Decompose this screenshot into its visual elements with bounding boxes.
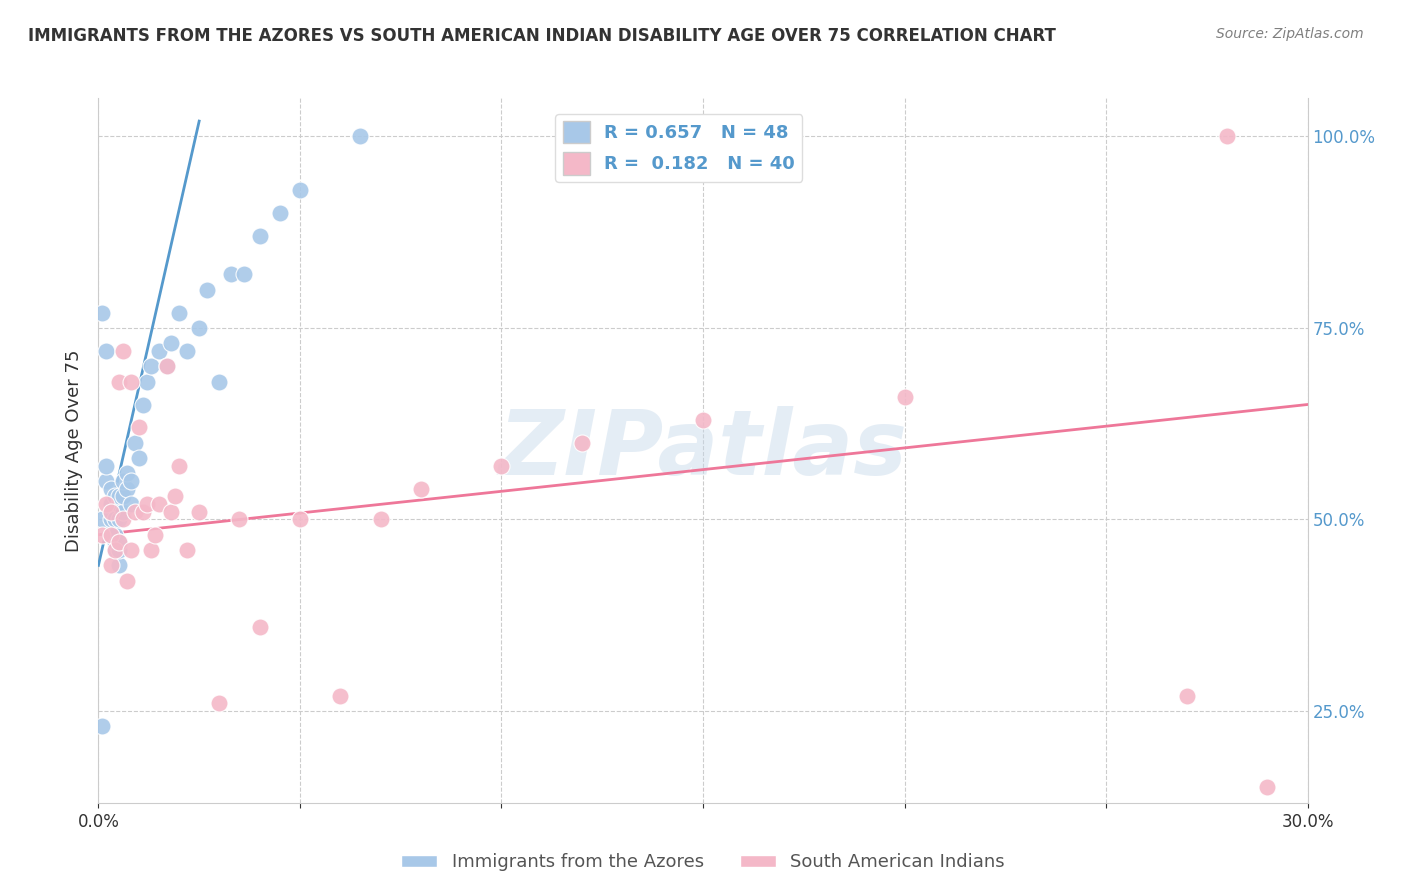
Point [124,435,146,450]
Point [135,375,157,389]
Point [111,343,134,358]
Point [107,512,129,526]
Point [103,527,125,541]
Point [288,512,311,526]
Point [176,343,198,358]
Point [115,467,138,481]
Point [107,497,129,511]
Point [107,535,129,549]
Point [176,543,198,558]
Point [135,497,157,511]
Point [103,512,125,526]
Point [288,183,311,197]
Point [156,359,179,374]
Point [111,490,134,504]
Point [91,719,114,733]
Point [100,558,122,573]
Point [100,527,122,541]
Point [107,535,129,549]
Point [156,359,179,374]
Point [103,490,125,504]
Point [160,336,183,351]
Point [195,283,218,297]
Point [100,505,122,519]
Point [107,558,129,573]
Legend: Immigrants from the Azores, South American Indians: Immigrants from the Azores, South Americ… [394,847,1012,879]
Point [188,321,211,335]
Point [208,696,231,710]
Point [148,343,170,358]
Point [120,474,142,488]
Point [132,505,155,519]
Point [111,512,134,526]
Point [128,420,150,434]
Point [115,482,138,496]
Point [107,490,129,504]
Point [120,375,142,389]
Point [111,474,134,488]
Point [128,451,150,466]
Point [228,512,250,526]
Point [491,458,513,473]
Point [160,505,183,519]
Point [120,497,142,511]
Text: IMMIGRANTS FROM THE AZORES VS SOUTH AMERICAN INDIAN DISABILITY AGE OVER 75 CORRE: IMMIGRANTS FROM THE AZORES VS SOUTH AMER… [28,27,1056,45]
Point [329,689,352,703]
Point [208,375,231,389]
Point [1216,129,1239,144]
Point [269,206,291,220]
Point [167,305,190,319]
Point [91,512,114,526]
Point [91,305,114,319]
Point [409,482,432,496]
Point [100,482,122,496]
Point [96,458,118,473]
Point [103,543,125,558]
Point [349,129,371,144]
Y-axis label: Disability Age Over 75: Disability Age Over 75 [65,349,83,552]
Point [370,512,392,526]
Point [103,543,125,558]
Point [1256,780,1278,795]
Point [571,435,593,450]
Point [139,359,162,374]
Legend: R = 0.657   N = 48, R =  0.182   N = 40: R = 0.657 N = 48, R = 0.182 N = 40 [555,114,803,182]
Point [167,458,190,473]
Point [1175,689,1198,703]
Point [221,268,243,282]
Point [111,505,134,519]
Point [115,574,138,588]
Point [100,512,122,526]
Point [96,497,118,511]
Point [91,527,114,541]
Point [107,543,129,558]
Point [124,505,146,519]
Text: ZIPatlas: ZIPatlas [499,407,907,494]
Point [148,497,170,511]
Point [249,229,271,244]
Point [100,527,122,541]
Point [100,497,122,511]
Point [132,397,155,411]
Point [893,390,915,404]
Point [96,343,118,358]
Point [188,505,211,519]
Point [232,268,254,282]
Point [120,543,142,558]
Point [163,490,186,504]
Point [96,474,118,488]
Point [143,527,166,541]
Point [249,619,271,633]
Point [139,543,162,558]
Point [100,505,122,519]
Text: Source: ZipAtlas.com: Source: ZipAtlas.com [1216,27,1364,41]
Point [103,535,125,549]
Point [692,413,714,427]
Point [107,375,129,389]
